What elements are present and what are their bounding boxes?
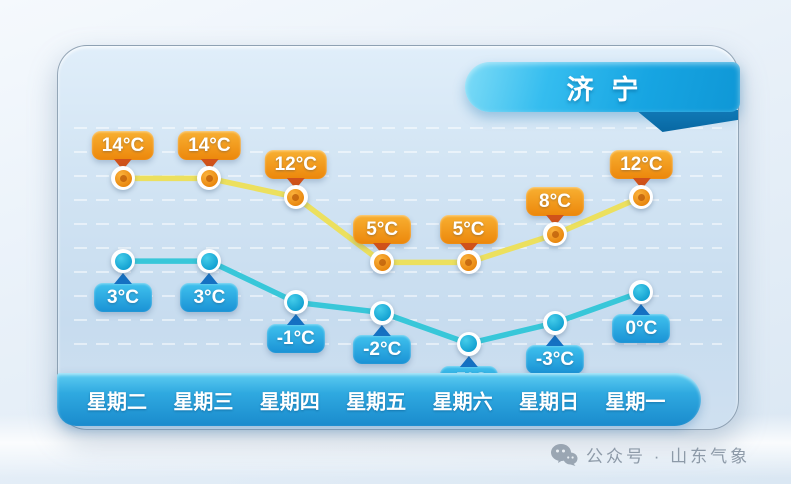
watermark-text: 公众号 · 山东气象 xyxy=(586,447,751,466)
day-label-1: 星期二 xyxy=(87,391,147,413)
point-core xyxy=(546,314,564,332)
high-temperature-point xyxy=(197,166,222,191)
label-pointer xyxy=(286,314,305,326)
point-core xyxy=(114,252,132,270)
low-temperature-label: -1°C xyxy=(266,314,325,354)
day-label-7: 星期一 xyxy=(605,391,666,413)
point-core xyxy=(373,304,391,322)
low-temperature-label: 0°C xyxy=(612,304,671,343)
low-temperature-point xyxy=(543,310,567,335)
high-temperature-label: 5°C xyxy=(353,215,412,255)
point-core xyxy=(200,169,218,187)
low-temperature-point xyxy=(197,249,222,274)
label-pointer xyxy=(546,334,564,346)
point-core xyxy=(114,169,132,187)
watermark: 公众号 · 山东气象 xyxy=(550,442,750,467)
high-temperature-point xyxy=(629,185,654,210)
wechat-icon xyxy=(551,443,578,466)
high-temperature-label: 12°C xyxy=(610,150,673,190)
day-axis-bar: 星期二 星期三 星期四 星期五 星期六 星期日 星期一 xyxy=(57,373,701,426)
low-temperature-point xyxy=(456,331,481,356)
high-temperature-label: 5°C xyxy=(439,215,498,255)
point-core xyxy=(287,293,305,311)
label-pointer xyxy=(114,273,132,285)
high-temperature-label: 8°C xyxy=(526,187,584,227)
label-pointer xyxy=(113,159,132,171)
point-core xyxy=(632,188,650,206)
label-pointer xyxy=(632,304,651,315)
low-temperature-point xyxy=(283,290,308,315)
point-core xyxy=(287,188,305,206)
point-core xyxy=(546,225,564,243)
point-core xyxy=(200,252,218,270)
day-label-5: 星期六 xyxy=(432,391,493,413)
high-temperature-label: 14°C xyxy=(178,131,241,171)
high-temperature-point xyxy=(543,222,567,247)
point-core xyxy=(632,283,650,301)
point-core xyxy=(373,253,391,271)
low-temperature-label: 3°C xyxy=(94,273,152,313)
high-temperature-point xyxy=(111,166,135,191)
low-temperature-label: 3°C xyxy=(180,273,239,313)
day-label-2: 星期三 xyxy=(173,391,234,413)
low-temperature-label: -3°C xyxy=(525,334,585,374)
day-label-4: 星期五 xyxy=(346,391,407,413)
label-pointer xyxy=(200,159,219,171)
point-core xyxy=(460,253,478,271)
day-label-3: 星期四 xyxy=(259,391,320,413)
city-title: 济宁 xyxy=(566,74,657,105)
high-temperature-label: 14°C xyxy=(91,131,155,171)
low-temperature-point xyxy=(111,249,135,274)
point-core xyxy=(460,335,478,352)
day-label-6: 星期日 xyxy=(519,391,579,413)
label-pointer xyxy=(200,273,219,285)
label-pointer xyxy=(459,355,478,367)
low-temperature-label: -2°C xyxy=(353,324,412,364)
low-temperature-point xyxy=(629,280,654,304)
high-temperature-point xyxy=(283,185,308,210)
high-temperature-label: 12°C xyxy=(264,150,328,190)
label-pointer xyxy=(373,324,392,336)
high-temperature-point xyxy=(456,250,481,275)
low-temperature-point xyxy=(370,300,395,325)
title-ribbon: 济宁 xyxy=(465,62,740,112)
high-temperature-point xyxy=(370,250,395,275)
